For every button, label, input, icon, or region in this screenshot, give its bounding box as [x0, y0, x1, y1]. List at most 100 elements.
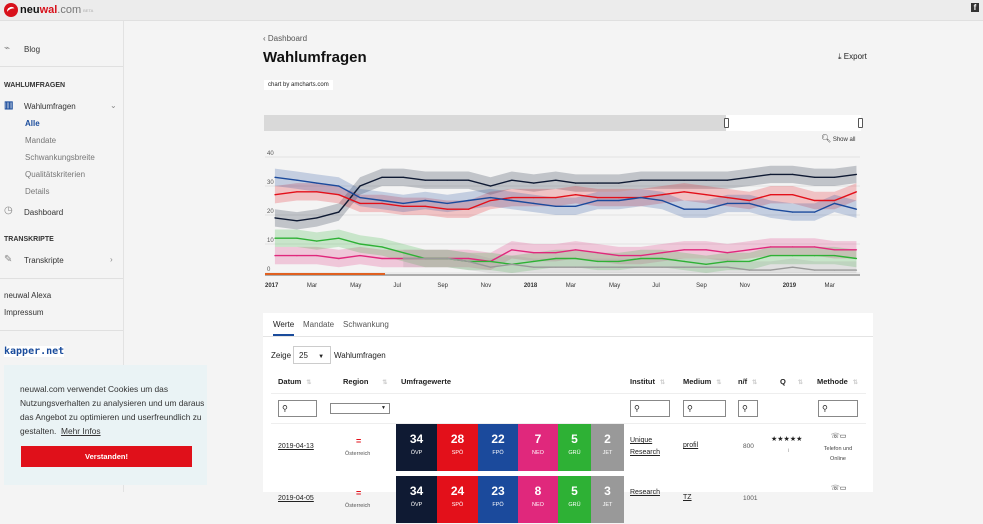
point-fpö	[424, 199, 426, 202]
point-neos	[726, 252, 728, 254]
export-button[interactable]: ⤓ Export	[838, 52, 867, 61]
page-title: Wahlumfragen	[263, 49, 367, 66]
tab-schwankung[interactable]: Schwankung	[343, 320, 389, 329]
point-jetzt	[855, 269, 858, 271]
header-medium[interactable]: Medium ⇅	[683, 377, 722, 386]
point-grüne	[555, 257, 557, 260]
point-jetzt	[661, 266, 663, 268]
sidebar-item-mandate[interactable]: Mandate	[25, 136, 57, 145]
point-neos	[814, 246, 816, 248]
x-tick-label: Nov	[739, 283, 750, 289]
sidebar-item-wahlumfragen[interactable]: Wahlumfragen	[24, 102, 76, 111]
facebook-icon[interactable]: f	[971, 3, 979, 12]
methode-search-input[interactable]: ⚲	[818, 400, 858, 417]
institut-search-input[interactable]: ⚲	[630, 400, 670, 417]
header-q[interactable]: Q ⇅	[780, 377, 803, 386]
quality-stars: ★★★★★	[771, 436, 803, 443]
breadcrumb[interactable]: ‹ Dashboard	[263, 34, 308, 43]
partner-logo[interactable]: kapper.net	[4, 346, 65, 357]
cookie-text: neuwal.com verwendet Cookies um das Nutz…	[20, 384, 205, 436]
point-neos	[597, 252, 599, 254]
sidebar-item-dashboard[interactable]: Dashboard	[24, 208, 64, 217]
section-transkripte: TRANSKRIPTE	[4, 236, 54, 243]
info-icon[interactable]: i	[788, 448, 790, 454]
x-tick-label: Jul	[393, 283, 401, 289]
page-size-select[interactable]: 25 ▼	[293, 346, 331, 364]
medium-search-input[interactable]: ⚲	[683, 400, 726, 417]
tab-mandate[interactable]: Mandate	[303, 320, 335, 329]
point-övp	[424, 179, 426, 181]
point-spö	[381, 202, 383, 204]
point-spö	[618, 197, 620, 199]
point-övp	[467, 179, 470, 181]
point-övp	[533, 182, 535, 184]
chevron-right-icon[interactable]: ›	[110, 255, 113, 264]
institut-link[interactable]: Research	[630, 489, 660, 496]
point-övp	[661, 179, 663, 181]
medium-link[interactable]: profil	[683, 442, 699, 449]
tab-werte[interactable]: Werte	[273, 320, 295, 336]
band-jetzt	[403, 249, 857, 273]
show-suffix: Wahlumfragen	[334, 351, 386, 360]
poll-chart[interactable]: 0 10 20 30 40 2017 Mar May Jul Sep Nov 2018 Mar May Ju…	[255, 145, 870, 295]
table-card: Werte Mandate Schwankung Zeige 25 ▼ Wahl…	[263, 313, 873, 523]
line-spö	[274, 191, 857, 210]
header-institut[interactable]: Institut ⇅	[630, 377, 666, 386]
point-grüne	[683, 260, 685, 262]
header-datum[interactable]: Datum ⇅	[278, 377, 312, 386]
sidebar-item-alle[interactable]: Alle	[25, 119, 40, 128]
point-fpö	[683, 208, 685, 210]
point-grüne	[618, 260, 620, 262]
point-fpö	[814, 211, 816, 213]
show-all-button[interactable]: 🔍︎ Show all	[821, 134, 856, 143]
phone-computer-icon: ☏▭	[831, 485, 847, 492]
header-region[interactable]: Region ⇅	[343, 377, 388, 386]
cookie-accept-button[interactable]: Verstanden!	[21, 446, 192, 467]
medium-link[interactable]: TZ	[683, 494, 692, 501]
sidebar-item-details[interactable]: Details	[25, 187, 50, 196]
sidebar-item-alexa[interactable]: neuwal Alexa	[4, 291, 52, 300]
row-date-link[interactable]: 2019-04-13	[278, 443, 314, 450]
point-neos	[274, 255, 276, 257]
pulse-icon: ⌁	[4, 43, 11, 54]
point-övp	[770, 173, 772, 175]
point-fpö	[833, 202, 836, 204]
row-region: Österreich	[345, 451, 371, 457]
datum-search-input[interactable]: ⚲	[278, 400, 317, 417]
point-spö	[489, 199, 492, 202]
point-grüne	[316, 240, 318, 242]
point-grüne	[770, 255, 772, 257]
point-neos	[770, 246, 772, 248]
point-neos	[338, 257, 340, 260]
x-tick-label: Mar	[566, 283, 576, 289]
sidebar-item-transkripte[interactable]: Transkripte	[24, 256, 64, 265]
cookie-more-info-link[interactable]: Mehr Infos	[60, 426, 101, 436]
point-fpö	[489, 197, 492, 199]
row-date-link[interactable]: 2019-04-05	[278, 495, 314, 502]
nf-search-input[interactable]: ⚲	[738, 400, 758, 417]
logo[interactable]: neuwal.com BETA	[4, 3, 93, 17]
sidebar-item-blog[interactable]: Blog	[24, 45, 41, 54]
institut-link[interactable]: Unique Research	[630, 437, 660, 456]
sidebar-item-impressum[interactable]: Impressum	[4, 308, 44, 317]
point-jetzt	[575, 266, 577, 268]
header-nf[interactable]: n/f ⇅	[738, 377, 758, 386]
chart-credit[interactable]: chart by amcharts.com	[264, 80, 333, 90]
sidebar-item-qualitaetskriterien[interactable]: Qualitätskriterien	[25, 170, 86, 179]
header-methode[interactable]: Methode ⇅	[817, 377, 858, 386]
point-jetzt	[726, 266, 728, 268]
line-jetzt	[403, 257, 857, 271]
sample-size: 1001	[743, 495, 758, 502]
scrollbar-right-grip[interactable]	[858, 118, 863, 128]
chart-scrollbar[interactable]	[264, 115, 863, 131]
point-spö	[833, 199, 836, 202]
party-value-spö: 24 SPÖ	[437, 476, 478, 523]
line-grüne	[274, 237, 857, 266]
point-spö	[511, 197, 513, 199]
sidebar-item-schwankungsbreite[interactable]: Schwankungsbreite	[25, 153, 95, 162]
scrollbar-left-grip[interactable]	[724, 118, 729, 128]
region-select[interactable]: ▼	[330, 403, 390, 414]
point-jetzt	[640, 266, 642, 268]
chevron-down-icon[interactable]: ⌄	[110, 101, 117, 110]
point-jetzt	[770, 269, 772, 271]
